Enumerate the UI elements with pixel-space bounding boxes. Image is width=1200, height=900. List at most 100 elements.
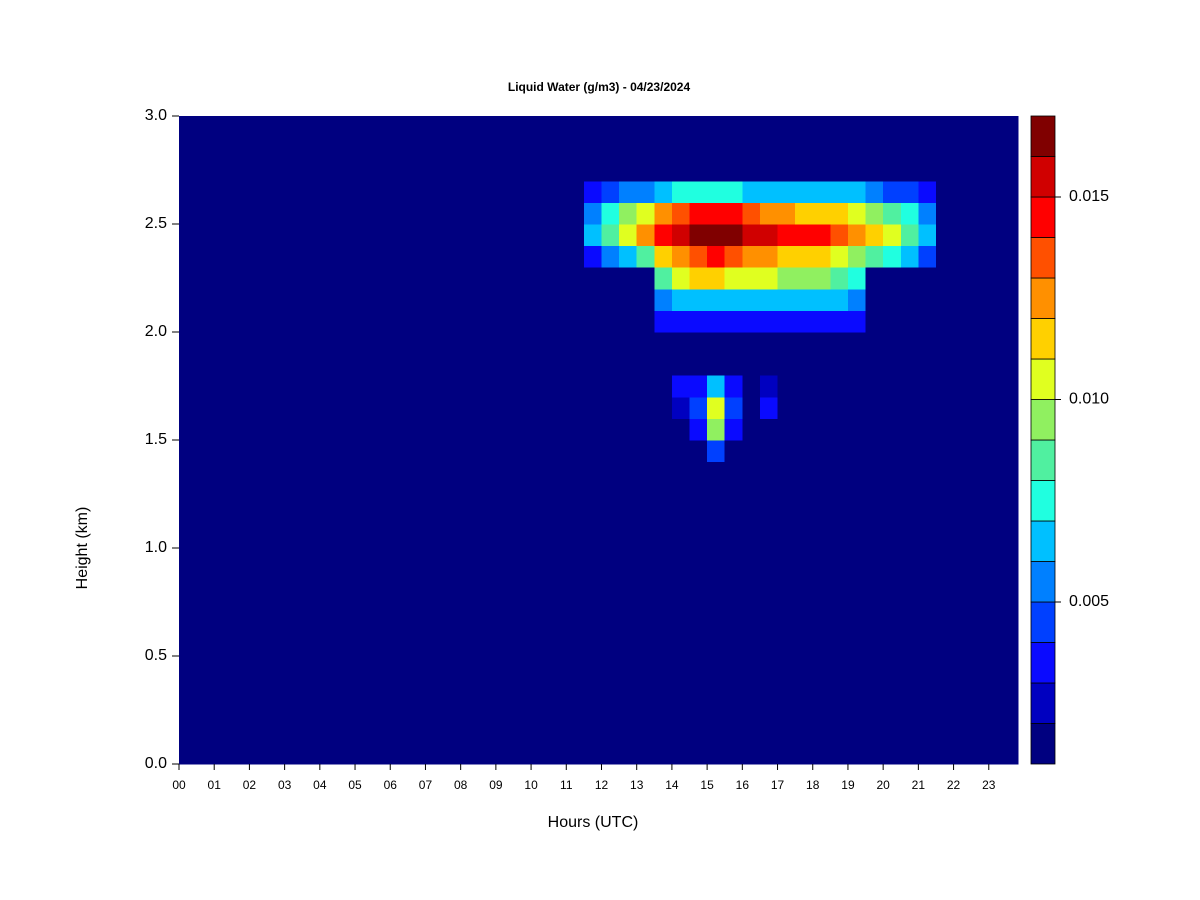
heat-cell [830,224,849,247]
heat-cell [583,396,602,419]
heat-cell [812,288,831,311]
heat-cell [583,116,602,182]
heat-cell [179,180,585,203]
heat-cell [707,288,726,311]
heat-cell [689,202,708,225]
x-tick-label: 03 [278,778,292,792]
heat-cell [619,224,638,247]
heat-cell [601,461,620,765]
heat-cell [707,224,726,247]
heat-cell [601,224,620,247]
heat-cell [795,310,814,333]
heat-cell [918,418,937,441]
colorbar-box [1030,601,1056,643]
heat-cell [918,310,937,333]
heat-cell [847,116,867,182]
heat-cell [777,461,796,765]
x-tick-label: 01 [208,778,222,792]
heat-cell [742,224,761,247]
heat-cell [742,288,761,311]
heat-cell [707,375,726,398]
heat-cell [601,396,620,419]
heat-cell [759,202,779,225]
heat-cell [777,267,796,290]
heat-cell [619,332,638,376]
heat-cell [601,116,620,182]
x-axis-label: Hours (UTC) [548,814,639,831]
heat-cell [724,418,743,441]
heat-cell [636,310,655,333]
heat-cell [742,310,761,333]
heat-cell [742,440,761,463]
heat-cell [583,375,602,398]
heat-cell [918,332,937,376]
heat-cell [742,202,761,225]
heat-cell [935,461,1019,765]
y-tick-label: 2.5 [145,215,167,232]
heat-cell [689,375,708,398]
heat-cell [654,245,673,268]
heat-cell [795,116,814,182]
heat-cell [918,267,937,290]
x-tick-label: 04 [313,778,327,792]
heat-cell [830,375,849,398]
heat-cell [812,310,831,333]
heat-cell [900,310,919,333]
heat-cell [689,180,708,203]
heat-cell [654,224,673,247]
heat-cell [619,461,638,765]
heat-cell [865,267,884,290]
heat-cell [935,418,1019,441]
colorbar-box [1030,358,1056,400]
heat-cell [795,396,814,419]
heat-cell [900,288,919,311]
heat-cell [812,375,831,398]
y-tick-label: 1.0 [145,539,167,556]
heat-cell [812,332,831,376]
heat-cell [812,224,831,247]
heat-cell [671,418,691,441]
heat-cell [759,180,779,203]
colorbar-box [1030,237,1056,279]
heat-cell [671,245,691,268]
y-axis-label: Height (km) [74,507,91,590]
heat-cell [795,332,814,376]
heat-cell [900,224,919,247]
heat-cell [935,202,1019,225]
heat-cell [671,396,691,419]
heat-cell [935,116,1019,182]
heat-cell [742,396,761,419]
heat-cell [601,375,620,398]
heat-cell [583,461,602,765]
heat-cell [847,202,867,225]
heat-cell [830,180,849,203]
colorbar-box [1030,156,1056,198]
heat-cell [795,267,814,290]
heat-cell [883,245,902,268]
heat-cell [830,116,849,182]
heat-cell [583,180,602,203]
colorbar-box [1030,682,1056,724]
heat-cell [883,332,902,376]
heat-cell [671,180,691,203]
heat-cell [636,245,655,268]
heat-cell [812,116,831,182]
heat-cell [671,461,691,765]
heat-cell [179,116,585,182]
heat-cell [742,418,761,441]
heat-cell [935,396,1019,419]
heat-cell [883,267,902,290]
colorbar-box [1030,642,1056,684]
heat-cell [724,440,743,463]
heat-cell [865,440,884,463]
heat-cell [812,396,831,419]
chart-title: Liquid Water (g/m3) - 04/23/2024 [508,80,691,94]
heat-cell [918,440,937,463]
heat-cell [179,202,585,225]
heat-cell [689,310,708,333]
heat-cell [179,375,585,398]
heatmap [179,116,1019,765]
heat-cell [179,267,585,290]
heat-cell [883,224,902,247]
heat-cell [830,440,849,463]
